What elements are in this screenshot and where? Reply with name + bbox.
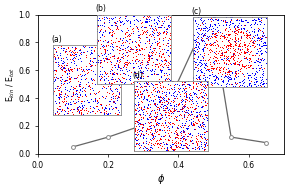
X-axis label: $\phi$: $\phi$ [157, 172, 165, 186]
Y-axis label: E$_{kin}$ / E$_{tot}$: E$_{kin}$ / E$_{tot}$ [4, 67, 17, 102]
